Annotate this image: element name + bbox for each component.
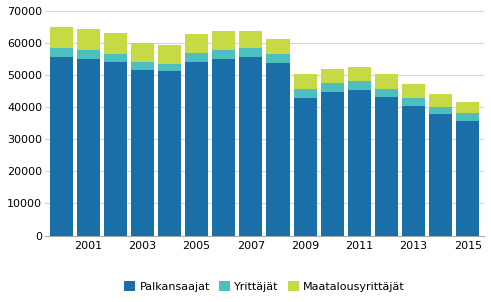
Bar (50, 49, 73, 57)
Bar (104, 54, 127, 62)
Bar (267, 63, 290, 236)
Bar (77, 50, 100, 59)
Bar (321, 92, 344, 236)
Bar (429, 94, 452, 107)
Bar (158, 45, 181, 63)
Bar (212, 59, 235, 236)
Bar (240, 48, 262, 57)
Legend: Palkansaajat, Yrittäjät, Maatalousyrittäjät: Palkansaajat, Yrittäjät, Maatalousyrittä… (119, 277, 409, 296)
Bar (212, 50, 235, 59)
Bar (185, 62, 208, 236)
Bar (402, 106, 425, 236)
Bar (158, 63, 181, 71)
Bar (131, 70, 154, 236)
Bar (212, 31, 235, 50)
Bar (321, 69, 344, 83)
Bar (50, 27, 73, 49)
Bar (158, 71, 181, 236)
Bar (267, 54, 290, 63)
Bar (456, 121, 479, 236)
Bar (131, 62, 154, 70)
Bar (456, 102, 479, 113)
Bar (104, 62, 127, 236)
Bar (185, 53, 208, 62)
Bar (104, 34, 127, 54)
Bar (77, 29, 100, 50)
Bar (375, 88, 398, 97)
Bar (402, 84, 425, 98)
Bar (375, 74, 398, 88)
Bar (321, 83, 344, 92)
Bar (240, 57, 262, 236)
Bar (456, 113, 479, 121)
Bar (267, 39, 290, 54)
Bar (348, 90, 371, 236)
Bar (348, 67, 371, 81)
Bar (375, 97, 398, 236)
Bar (240, 31, 262, 48)
Bar (294, 89, 317, 98)
Bar (50, 57, 73, 236)
Bar (402, 98, 425, 106)
Bar (429, 107, 452, 114)
Bar (185, 34, 208, 53)
Bar (348, 81, 371, 90)
Bar (77, 59, 100, 236)
Bar (429, 114, 452, 236)
Bar (294, 98, 317, 236)
Bar (294, 75, 317, 89)
Bar (131, 43, 154, 62)
